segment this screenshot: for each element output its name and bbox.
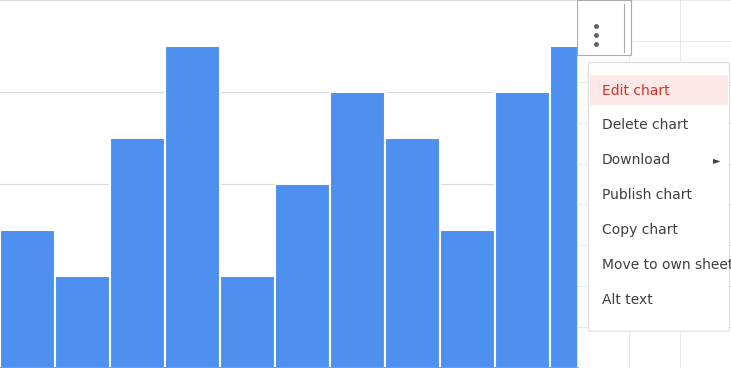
Bar: [590, 75, 728, 105]
Bar: [220, 276, 275, 368]
Bar: [165, 46, 220, 368]
Text: ►: ►: [713, 155, 720, 165]
Bar: [577, 0, 631, 55]
Text: Copy chart: Copy chart: [602, 223, 678, 237]
Bar: [550, 46, 605, 368]
Bar: [385, 138, 440, 368]
Bar: [0, 230, 55, 368]
Text: Download: Download: [602, 153, 671, 167]
Bar: [275, 184, 330, 368]
Text: Edit chart: Edit chart: [602, 84, 670, 98]
Bar: [440, 230, 495, 368]
Bar: [495, 92, 550, 368]
Bar: [55, 276, 110, 368]
Text: Delete chart: Delete chart: [602, 118, 689, 132]
FancyBboxPatch shape: [588, 63, 730, 331]
Text: Move to own sheet: Move to own sheet: [602, 258, 731, 272]
Bar: [330, 92, 385, 368]
Text: Alt text: Alt text: [602, 293, 653, 307]
Text: Publish chart: Publish chart: [602, 188, 692, 202]
Bar: [110, 138, 165, 368]
